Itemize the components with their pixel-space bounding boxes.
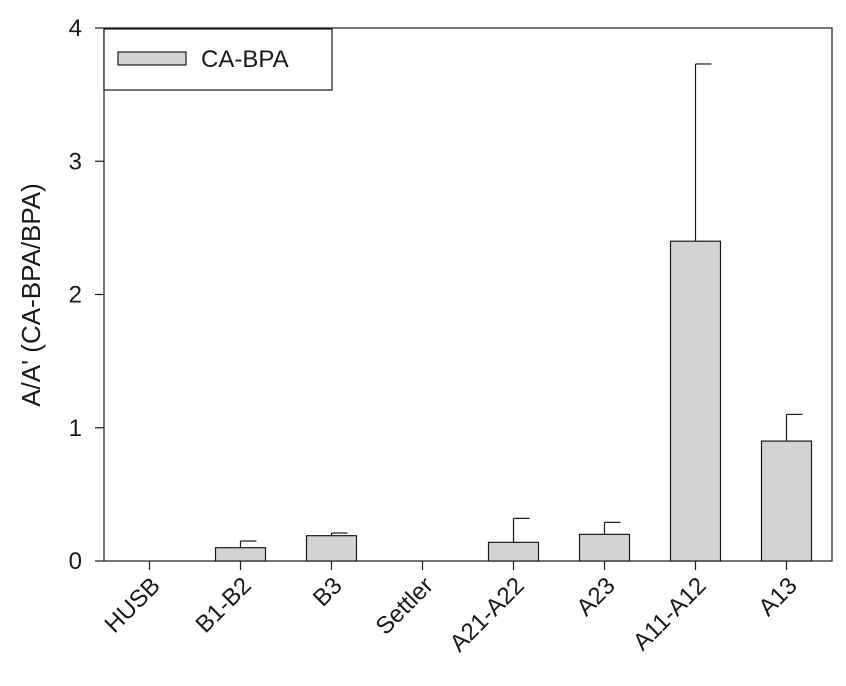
y-axis-title: A/A' (CA-BPA/BPA) xyxy=(16,183,46,407)
y-axis: 0 1 2 3 4 xyxy=(69,15,104,575)
legend-swatch xyxy=(117,51,187,66)
x-tick-label-b1-b2: B1-B2 xyxy=(190,572,256,638)
y-tick-label: 1 xyxy=(69,415,82,442)
bar-a13 xyxy=(760,440,813,562)
plot-border xyxy=(103,27,833,562)
bar-a21-a22 xyxy=(487,541,540,562)
legend: CA-BPA xyxy=(103,28,333,91)
bar-a23 xyxy=(578,533,631,562)
bar-b3 xyxy=(305,535,358,562)
error-bar-a13 xyxy=(785,413,803,442)
x-tick-label-husb: HUSB xyxy=(99,572,165,638)
y-tick-label: 0 xyxy=(69,548,82,575)
error-bar-a23 xyxy=(603,521,621,535)
x-tick-label-a21-a22: A21-A22 xyxy=(445,572,530,657)
legend-entry-ca-bpa: CA-BPA xyxy=(201,46,289,73)
bars-group xyxy=(214,240,813,562)
plot-frame xyxy=(103,27,833,562)
error-bar-b3 xyxy=(330,532,348,536)
x-tick-label-a23: A23 xyxy=(571,572,620,621)
error-bar-a11-a12 xyxy=(694,63,712,242)
y-tick-label: 2 xyxy=(69,282,82,309)
x-tick-label-a13: A13 xyxy=(753,572,802,621)
error-bar-b1-b2 xyxy=(239,540,257,548)
x-tick-label-b3: B3 xyxy=(308,572,348,612)
error-bar-a21-a22 xyxy=(512,517,530,543)
bar-b1-b2 xyxy=(214,547,267,562)
x-tick-label-a11-a12: A11-A12 xyxy=(628,572,712,656)
bar-a11-a12 xyxy=(669,240,722,562)
x-axis: HUSB B1-B2 B3 Settler A21-A22 A23 A11-A12 A13 xyxy=(99,561,803,657)
x-tick-label-settler: Settler xyxy=(371,572,439,640)
y-tick-label: 3 xyxy=(69,148,82,175)
error-bars-group xyxy=(239,63,803,548)
y-tick-label: 4 xyxy=(69,15,82,42)
